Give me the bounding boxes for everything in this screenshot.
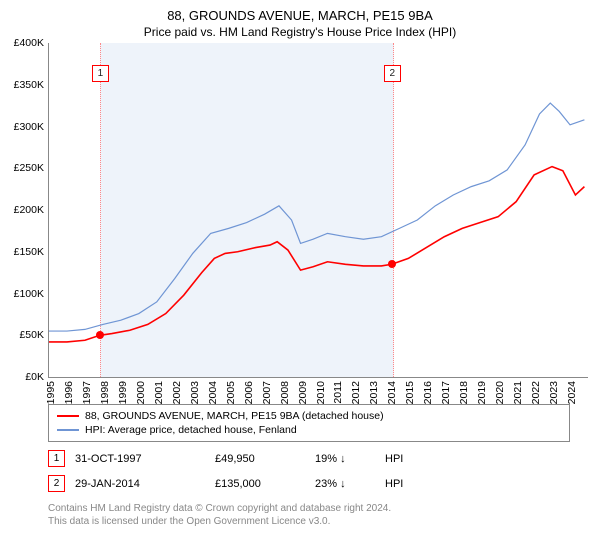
x-tick-label: 2008 bbox=[279, 381, 291, 404]
sale-row: 2 29-JAN-2014 £135,000 23% ↓ HPI bbox=[48, 471, 570, 496]
x-tick-label: 2018 bbox=[458, 381, 470, 404]
sale-point bbox=[388, 260, 396, 268]
sale-pct: 19% ↓ bbox=[315, 453, 375, 465]
sale-suffix: HPI bbox=[385, 453, 403, 465]
sale-pct: 23% ↓ bbox=[315, 478, 375, 490]
sale-marker: 2 bbox=[384, 65, 401, 82]
legend-label: HPI: Average price, detached house, Fenl… bbox=[85, 424, 297, 436]
y-tick-label: £350K bbox=[14, 79, 49, 91]
x-tick-label: 2019 bbox=[476, 381, 488, 404]
x-tick-label: 2006 bbox=[243, 381, 255, 404]
legend-label: 88, GROUNDS AVENUE, MARCH, PE15 9BA (det… bbox=[85, 410, 384, 422]
x-tick-label: 1995 bbox=[45, 381, 57, 404]
footer-line: This data is licensed under the Open Gov… bbox=[48, 515, 570, 528]
x-tick-label: 1999 bbox=[117, 381, 129, 404]
chart: £0K£50K£100K£150K£200K£250K£300K£350K£40… bbox=[48, 43, 588, 398]
sale-marker-icon: 1 bbox=[48, 450, 65, 467]
x-tick-label: 2000 bbox=[135, 381, 147, 404]
legend-item: 88, GROUNDS AVENUE, MARCH, PE15 9BA (det… bbox=[57, 409, 561, 423]
footer-line: Contains HM Land Registry data © Crown c… bbox=[48, 502, 570, 515]
y-tick-label: £400K bbox=[14, 37, 49, 49]
sales-table: 1 31-OCT-1997 £49,950 19% ↓ HPI 2 29-JAN-2014 £… bbox=[48, 446, 570, 496]
page-subtitle: Price paid vs. HM Land Registry's House … bbox=[0, 23, 600, 43]
x-tick-label: 2005 bbox=[225, 381, 237, 404]
y-tick-label: £200K bbox=[14, 204, 49, 216]
plot-area: £0K£50K£100K£150K£200K£250K£300K£350K£40… bbox=[48, 43, 588, 378]
footer-attribution: Contains HM Land Registry data © Crown c… bbox=[48, 502, 570, 528]
sale-marker-icon: 2 bbox=[48, 475, 65, 492]
x-tick-label: 2016 bbox=[422, 381, 434, 404]
y-tick-label: £300K bbox=[14, 121, 49, 133]
chart-lines bbox=[49, 43, 588, 377]
x-tick-label: 1998 bbox=[99, 381, 111, 404]
x-tick-label: 2011 bbox=[332, 381, 344, 404]
legend-item: HPI: Average price, detached house, Fenl… bbox=[57, 423, 561, 437]
x-tick-label: 2014 bbox=[386, 381, 398, 404]
x-tick-label: 2010 bbox=[315, 381, 327, 404]
legend: 88, GROUNDS AVENUE, MARCH, PE15 9BA (det… bbox=[48, 404, 570, 442]
y-tick-label: £150K bbox=[14, 246, 49, 258]
sale-marker: 1 bbox=[92, 65, 109, 82]
x-tick-label: 2001 bbox=[153, 381, 165, 404]
sale-row: 1 31-OCT-1997 £49,950 19% ↓ HPI bbox=[48, 446, 570, 471]
x-tick-label: 1997 bbox=[81, 381, 93, 404]
y-tick-label: £100K bbox=[14, 288, 49, 300]
x-tick-label: 2003 bbox=[189, 381, 201, 404]
x-tick-label: 2020 bbox=[494, 381, 506, 404]
x-tick-label: 2013 bbox=[368, 381, 380, 404]
x-tick-label: 2004 bbox=[207, 381, 219, 404]
sale-date: 31-OCT-1997 bbox=[75, 453, 205, 465]
x-tick-label: 2023 bbox=[548, 381, 560, 404]
x-tick-label: 2012 bbox=[350, 381, 362, 404]
sale-date: 29-JAN-2014 bbox=[75, 478, 205, 490]
legend-swatch bbox=[57, 415, 79, 417]
x-tick-label: 2015 bbox=[404, 381, 416, 404]
y-tick-label: £50K bbox=[19, 329, 49, 341]
sale-point bbox=[96, 331, 104, 339]
x-tick-label: 2024 bbox=[566, 381, 578, 404]
x-tick-label: 2021 bbox=[512, 381, 524, 404]
x-tick-label: 2017 bbox=[440, 381, 452, 404]
page-title: 88, GROUNDS AVENUE, MARCH, PE15 9BA bbox=[0, 0, 600, 23]
x-tick-label: 2007 bbox=[261, 381, 273, 404]
x-tick-label: 2002 bbox=[171, 381, 183, 404]
y-tick-label: £250K bbox=[14, 162, 49, 174]
x-tick-label: 2009 bbox=[297, 381, 309, 404]
x-tick-label: 2022 bbox=[530, 381, 542, 404]
sale-price: £49,950 bbox=[215, 453, 305, 465]
series-line bbox=[49, 103, 584, 331]
series-line bbox=[49, 167, 584, 342]
x-tick-label: 1996 bbox=[63, 381, 75, 404]
sale-price: £135,000 bbox=[215, 478, 305, 490]
legend-swatch bbox=[57, 429, 79, 431]
sale-suffix: HPI bbox=[385, 478, 403, 490]
